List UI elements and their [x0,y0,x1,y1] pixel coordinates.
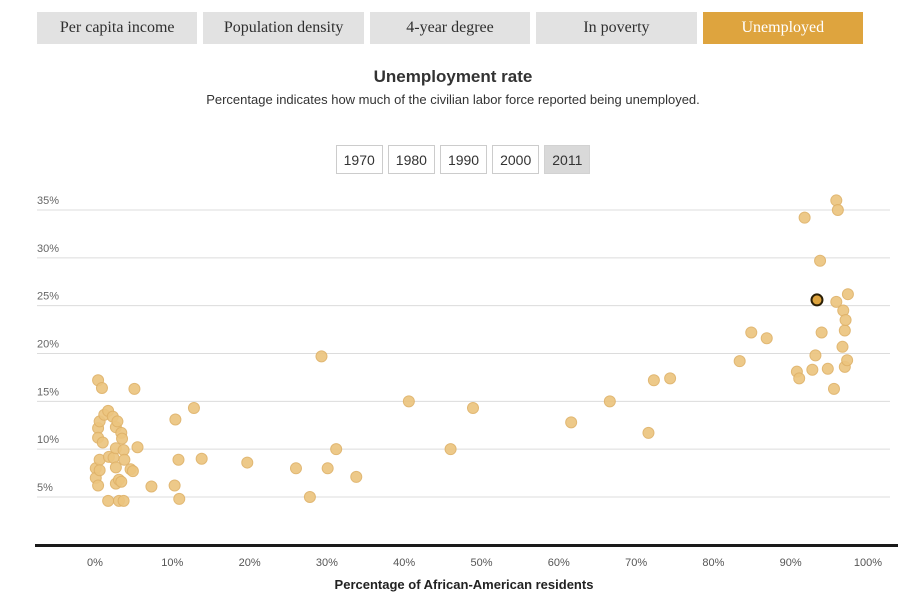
data-point[interactable] [838,324,851,337]
x-axis-title: Percentage of African-American residents [334,577,594,592]
x-tick-label: 50% [470,557,492,569]
tab-per-capita-income[interactable]: Per capita income [37,12,198,44]
data-point[interactable] [664,372,677,385]
data-point[interactable] [841,288,854,301]
x-tick-label: 30% [316,557,338,569]
data-point[interactable] [92,479,105,492]
data-point[interactable] [172,453,185,466]
x-tick-label: 70% [625,557,647,569]
data-point[interactable] [603,395,616,408]
data-point[interactable] [827,382,840,395]
y-tick-label: 25% [37,291,59,303]
y-tick-label: 10% [37,434,59,446]
data-point[interactable] [173,492,186,505]
data-point[interactable] [760,332,773,345]
x-tick-label: 100% [854,557,882,569]
data-point[interactable] [565,416,578,429]
data-point[interactable] [831,204,844,216]
x-tick-label: 40% [393,557,415,569]
data-point[interactable] [806,363,819,376]
data-point[interactable] [815,326,828,339]
tab-unemployed[interactable]: Unemployed [702,12,864,44]
year-button-2000[interactable]: 2000 [492,145,540,174]
y-tick-label: 35% [37,195,59,207]
data-point[interactable] [128,382,141,395]
data-point[interactable] [169,413,182,426]
data-point[interactable] [814,254,827,267]
chart-subtitle: Percentage indicates how much of the civ… [206,92,700,107]
data-point-highlighted[interactable] [810,293,824,307]
data-point[interactable] [350,470,363,483]
data-point[interactable] [187,402,200,415]
data-point[interactable] [96,436,109,449]
data-point[interactable] [321,462,334,475]
y-tick-label: 20% [37,339,59,351]
data-point[interactable] [793,372,806,385]
data-point[interactable] [126,465,139,478]
x-tick-label: 90% [780,557,802,569]
data-point[interactable] [303,491,316,504]
data-point[interactable] [95,381,108,394]
year-button-2011[interactable]: 2011 [544,145,591,174]
data-point[interactable] [444,443,457,456]
data-point[interactable] [118,453,131,466]
chart-title: Unemployment rate [373,67,533,86]
data-point[interactable] [466,402,479,415]
data-point[interactable] [111,415,124,428]
data-point[interactable] [145,480,158,493]
year-button-1990[interactable]: 1990 [439,145,488,174]
data-point[interactable] [131,441,144,454]
data-point[interactable] [821,362,834,375]
y-tick-label: 5% [37,482,53,494]
data-point[interactable] [841,354,854,367]
tab-4-year-degree[interactable]: 4-year degree [369,12,531,44]
data-point[interactable] [315,350,328,363]
data-point[interactable] [647,374,660,387]
x-tick-label: 10% [161,557,183,569]
year-button-1980[interactable]: 1980 [387,145,435,174]
data-point[interactable] [117,494,130,507]
tab-population-density[interactable]: Population density [203,12,364,44]
data-point[interactable] [195,452,208,465]
y-tick-label: 30% [37,243,59,255]
y-tick-label: 15% [37,386,59,398]
data-point[interactable] [102,494,115,507]
data-point[interactable] [839,314,852,327]
data-point[interactable] [115,475,128,488]
data-point[interactable] [330,443,343,456]
data-point[interactable] [798,211,811,224]
data-point[interactable] [289,462,302,475]
data-point[interactable] [642,426,655,439]
data-point[interactable] [402,395,415,408]
tab-bar: Per capita income Population density 4-yea… [37,12,864,44]
year-button-group: 1970 1980 1990 2000 2011 [13,145,900,174]
x-tick-label: 0% [87,557,103,569]
x-tick-label: 80% [702,557,724,569]
year-button-1970[interactable]: 1970 [335,145,383,174]
data-point[interactable] [836,340,849,353]
data-point[interactable] [733,355,746,368]
x-tick-label: 20% [239,557,261,569]
data-point[interactable] [93,464,106,477]
data-point[interactable] [116,432,129,445]
tab-in-poverty[interactable]: In poverty [536,12,697,44]
data-point[interactable] [809,349,822,362]
data-point[interactable] [745,326,758,339]
x-tick-label: 60% [548,557,570,569]
data-point[interactable] [168,479,181,492]
data-point[interactable] [109,461,122,474]
data-point[interactable] [830,295,843,308]
data-point[interactable] [241,456,254,469]
